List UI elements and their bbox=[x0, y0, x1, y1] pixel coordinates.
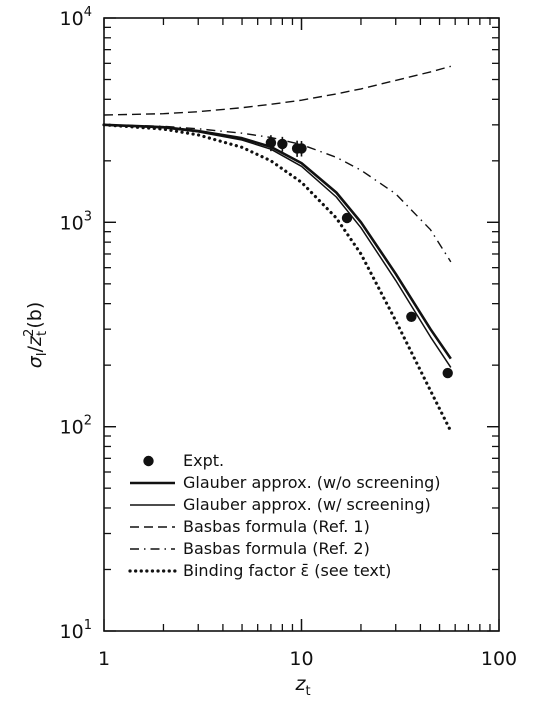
expt-point bbox=[406, 311, 417, 322]
y-tick-label-exp: 2 bbox=[84, 414, 92, 429]
legend-label: Glauber approx. (w/o screening) bbox=[183, 473, 441, 492]
y-tick-label-base: 10 bbox=[60, 621, 84, 643]
x-tick-label: 10 bbox=[289, 648, 313, 670]
legend-label: Binding factor ε̄ (see text) bbox=[183, 561, 391, 580]
series-layer bbox=[102, 65, 453, 433]
y-axis-label-sup-2: 2 bbox=[22, 329, 37, 337]
y-tick-label: 101 bbox=[60, 618, 92, 643]
x-axis-label: zt bbox=[294, 673, 310, 699]
series-line-solid bbox=[103, 124, 452, 368]
legend: Expt. Glauber approx. (w/o screening) Glau… bbox=[128, 451, 441, 580]
y-tick-label-exp: 1 bbox=[84, 618, 92, 633]
series-line-dashdot bbox=[103, 124, 452, 263]
x-tick-label: 100 bbox=[481, 648, 517, 670]
x-tick-label: 1 bbox=[98, 648, 110, 670]
x-axis-label-sub: t bbox=[305, 684, 310, 699]
series-line-dashed bbox=[103, 65, 451, 116]
expt-point bbox=[442, 367, 453, 379]
axis-ticks bbox=[103, 17, 500, 632]
y-axis-label: σI/zt2(b) bbox=[22, 302, 50, 369]
x-axis-label-main: z bbox=[294, 673, 306, 695]
y-tick-label: 103 bbox=[60, 209, 92, 234]
series-line-dotted bbox=[102, 123, 453, 433]
series-line-solid-thick bbox=[103, 123, 452, 360]
y-axis-label-z: z bbox=[24, 335, 46, 347]
y-tick-label-base: 10 bbox=[60, 417, 84, 439]
y-axis-label-slash: / bbox=[24, 345, 46, 352]
y-axis-label-sub-t: t bbox=[35, 331, 50, 336]
y-axis-label-sigma: σ bbox=[24, 355, 46, 368]
legend-label: Basbas formula (Ref. 1) bbox=[183, 517, 370, 536]
y-tick-label-base: 10 bbox=[60, 8, 84, 30]
legend-label: Expt. bbox=[183, 451, 224, 470]
y-tick-label-exp: 4 bbox=[84, 5, 92, 20]
y-tick-label-base: 10 bbox=[60, 212, 84, 234]
y-tick-label: 104 bbox=[60, 5, 92, 30]
y-tick-label-exp: 3 bbox=[84, 209, 92, 224]
expt-point bbox=[341, 212, 353, 224]
y-axis-label-units: (b) bbox=[24, 302, 46, 329]
y-axis-label-sub-i: I bbox=[35, 352, 50, 356]
y-tick-label: 102 bbox=[60, 414, 92, 439]
legend-label: Basbas formula (Ref. 2) bbox=[183, 539, 370, 558]
expt-point bbox=[277, 138, 288, 150]
legend-marker-expt bbox=[143, 455, 154, 467]
legend-label: Glauber approx. (w/ screening) bbox=[183, 495, 431, 514]
expt-point bbox=[296, 143, 307, 154]
